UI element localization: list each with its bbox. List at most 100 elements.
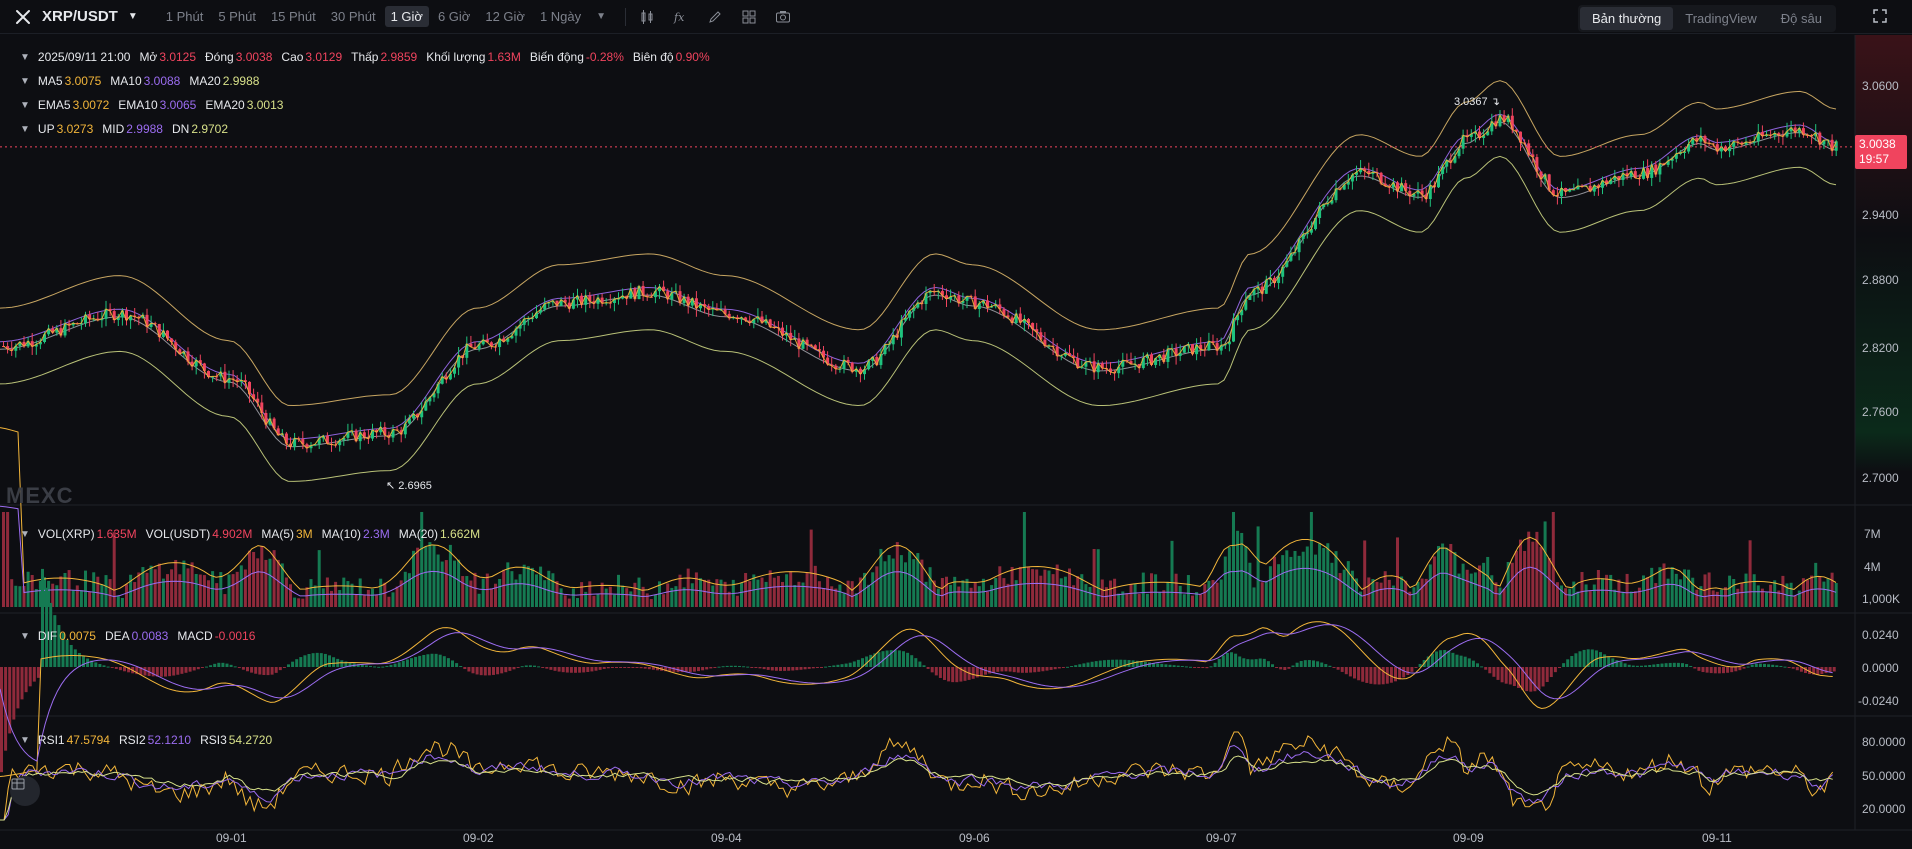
- symbol-dropdown-icon[interactable]: ▼: [127, 11, 138, 22]
- macd-histogram-bar: [200, 667, 204, 668]
- volume-bar: [936, 588, 940, 607]
- candle-body: [1318, 207, 1322, 218]
- candle-body: [1055, 346, 1059, 357]
- timeframe-1d[interactable]: 1 Ngày: [539, 9, 582, 24]
- time-axis-label: 09-09: [1453, 831, 1484, 845]
- volume-bar: [1104, 587, 1108, 607]
- view-depth[interactable]: Độ sâu: [1780, 11, 1822, 26]
- candle-body: [1642, 167, 1645, 179]
- volume-bar: [1338, 573, 1342, 607]
- volume-bar: [1453, 552, 1457, 607]
- dea-label: DEA: [104, 629, 130, 643]
- volume-bar: [194, 574, 198, 607]
- ohlc-legend: ▼ 2025/09/11 21:00 Mở 3.0125 Đóng 3.0038 C…: [20, 50, 719, 64]
- volume-ma5-line: [0, 427, 1837, 592]
- volume-bar: [71, 590, 75, 607]
- macd-histogram-bar: [0, 667, 3, 773]
- macd-histogram-bar: [24, 667, 28, 693]
- macd-histogram-bar: [385, 665, 389, 667]
- timeframe-6h[interactable]: 6 Giờ: [437, 9, 471, 24]
- macd-histogram-bar: [1426, 656, 1430, 667]
- volume-bar: [325, 577, 329, 607]
- macd-histogram-bar: [1722, 667, 1725, 674]
- chart-settings-icon[interactable]: [10, 776, 40, 806]
- macd-histogram-bar: [1037, 667, 1041, 672]
- candle-body: [1506, 115, 1510, 123]
- macd-histogram-bar: [1119, 659, 1123, 667]
- candle-type-icon[interactable]: [636, 6, 658, 28]
- candle-body: [190, 361, 194, 367]
- indicator-fx-icon[interactable]: fx: [670, 6, 692, 28]
- chart-canvas[interactable]: [0, 35, 1912, 849]
- candle-body: [1256, 286, 1260, 290]
- timeframe-30m[interactable]: 30 Phút: [330, 9, 376, 24]
- chart-area[interactable]: MEXC ▼ 2025/09/11 21:00 Mở 3.0125 Đóng 3.0…: [0, 35, 1912, 849]
- macd-histogram-bar: [114, 667, 118, 669]
- candle-body: [559, 299, 563, 306]
- timeframe-15m[interactable]: 15 Phút: [270, 9, 316, 24]
- timeframe-12h[interactable]: 12 Giờ: [485, 9, 525, 24]
- macd-histogram-bar: [1750, 664, 1754, 667]
- macd-histogram-bar: [1521, 667, 1525, 690]
- volume-bar: [1629, 591, 1633, 607]
- collapse-chevron-icon[interactable]: ▼: [20, 99, 30, 111]
- candle-body: [1281, 266, 1285, 277]
- collapse-chevron-icon[interactable]: ▼: [20, 123, 30, 135]
- symbol-selector[interactable]: XRP/USDT: [42, 8, 118, 25]
- view-tradingview[interactable]: TradingView: [1685, 11, 1757, 26]
- timeframe-1h[interactable]: 1 Giờ: [384, 6, 429, 27]
- candle-body: [1449, 160, 1453, 163]
- candle-body: [1502, 115, 1506, 123]
- macd-histogram-bar: [1291, 665, 1295, 667]
- macd-histogram-bar: [619, 667, 623, 668]
- macd-histogram-bar: [1225, 652, 1229, 667]
- candle-body: [846, 359, 850, 363]
- view-standard[interactable]: Bản thường: [1579, 7, 1674, 30]
- collapse-chevron-icon[interactable]: ▼: [20, 51, 30, 63]
- collapse-chevron-icon[interactable]: ▼: [20, 75, 30, 87]
- macd-histogram-bar: [569, 667, 573, 673]
- macd-histogram-bar: [975, 667, 979, 678]
- volume-bar: [1199, 594, 1203, 607]
- collapse-chevron-icon[interactable]: ▼: [20, 630, 30, 642]
- volume-bar: [621, 585, 625, 607]
- candle-body: [1535, 157, 1539, 172]
- collapse-chevron-icon[interactable]: ▼: [20, 528, 30, 540]
- macd-histogram-bar: [1369, 667, 1373, 684]
- layout-grid-icon[interactable]: [738, 6, 760, 28]
- volume-bar: [1396, 537, 1399, 607]
- ema5-label: EMA5: [37, 98, 71, 112]
- timeframe-5m[interactable]: 5 Phút: [218, 9, 256, 24]
- volume-bar: [945, 576, 948, 607]
- macd-histogram-bar: [1029, 667, 1033, 673]
- macd-histogram-bar: [77, 652, 81, 667]
- candle-body: [1379, 172, 1383, 184]
- macd-histogram-bar: [221, 662, 225, 667]
- macd-histogram-bar: [1578, 651, 1582, 667]
- collapse-chevron-icon[interactable]: ▼: [20, 734, 30, 746]
- camera-icon[interactable]: [772, 6, 794, 28]
- draw-pencil-icon[interactable]: [704, 6, 726, 28]
- timeframe-dropdown-icon[interactable]: ▼: [596, 11, 607, 22]
- candle-body: [1724, 146, 1727, 152]
- macd-histogram-bar: [733, 665, 737, 667]
- volume-bar: [1133, 583, 1137, 607]
- volume-bar: [1707, 572, 1711, 607]
- fullscreen-icon[interactable]: [1872, 8, 1888, 27]
- candle-body: [358, 432, 362, 442]
- macd-histogram-bar: [1779, 665, 1783, 667]
- volume-bar: [1596, 570, 1600, 607]
- candle-body: [198, 360, 202, 364]
- candle-body: [740, 317, 743, 319]
- candle-body: [1596, 185, 1600, 188]
- macd-histogram-bar: [307, 653, 311, 667]
- volume-bar: [850, 581, 854, 607]
- candle-body: [424, 401, 428, 411]
- volume-bar: [1576, 591, 1580, 607]
- candle-body: [1789, 127, 1793, 132]
- timeframe-1m[interactable]: 1 Phút: [165, 9, 204, 24]
- macd-histogram-bar: [172, 667, 176, 676]
- ema-legend: ▼ EMA5 3.0072 EMA10 3.0065 EMA20 3.0013: [20, 98, 292, 112]
- candle-body: [1482, 135, 1486, 139]
- volume-bar: [1830, 572, 1834, 607]
